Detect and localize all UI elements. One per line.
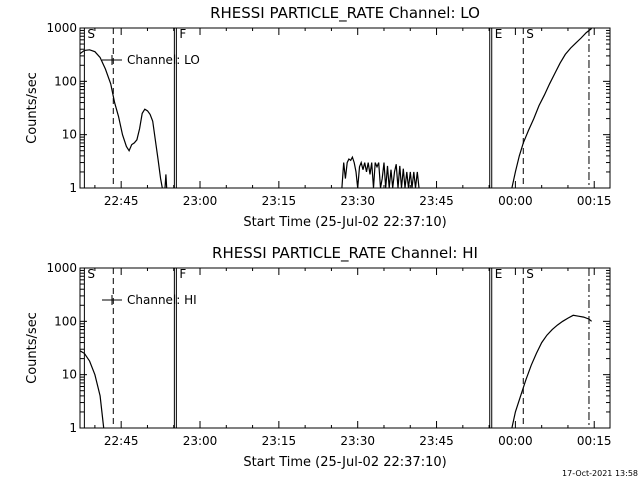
x-tick-label: 23:30 [340, 194, 375, 208]
y-axis-label: Counts/sec [25, 72, 40, 144]
x-tick-label: 00:15 [577, 434, 612, 448]
lo-channel-panel: RHESSI PARTICLE_RATE Channel: LO Start Ti… [25, 4, 612, 230]
chart-title: RHESSI PARTICLE_RATE Channel: LO [210, 4, 480, 23]
event-marker-label: S [526, 27, 534, 41]
data-series-line [341, 155, 420, 189]
event-marker-label: F [179, 27, 186, 41]
event-marker-label: F [179, 267, 186, 281]
y-tick-label: 1000 [46, 261, 77, 275]
x-axis-label: Start Time (25-Jul-02 22:37:10) [243, 455, 446, 470]
x-tick-label: 23:00 [183, 194, 218, 208]
hi-channel-panel: RHESSI PARTICLE_RATE Channel: HI Start Ti… [25, 244, 612, 470]
y-tick-label: 100 [54, 314, 77, 328]
x-tick-label: 23:00 [183, 434, 218, 448]
data-series-line [79, 350, 105, 429]
data-series-line [79, 49, 163, 189]
event-marker-label: S [87, 27, 95, 41]
x-tick-label: 23:45 [419, 194, 454, 208]
y-tick-label: 100 [54, 74, 77, 88]
event-marker-label: S [526, 267, 534, 281]
legend-label: Channel: HI [127, 293, 197, 307]
x-tick-label: 00:15 [577, 194, 612, 208]
y-tick-label: 1000 [46, 21, 77, 35]
plot-frame [79, 267, 611, 429]
y-tick-label: 1 [69, 421, 77, 435]
y-tick-label: 10 [62, 368, 77, 382]
footer-timestamp: 17-Oct-2021 13:58 [562, 469, 638, 478]
y-tick-label: 1 [69, 181, 77, 195]
plot-frame [79, 27, 611, 189]
y-tick-label: 10 [62, 128, 77, 142]
x-tick-label: 23:15 [262, 194, 297, 208]
x-tick-label: 23:15 [262, 434, 297, 448]
y-axis-label: Counts/sec [25, 312, 40, 384]
x-tick-label: 23:30 [340, 434, 375, 448]
data-series-line [511, 314, 592, 429]
chart-title: RHESSI PARTICLE_RATE Channel: HI [212, 244, 478, 263]
x-tick-label: 22:45 [104, 194, 139, 208]
data-series-line [164, 174, 168, 189]
x-tick-label: 23:45 [419, 434, 454, 448]
x-axis-label: Start Time (25-Jul-02 22:37:10) [243, 215, 446, 230]
legend-label: Channel: LO [127, 53, 200, 67]
event-marker-label: E [495, 27, 503, 41]
x-tick-label: 00:00 [498, 434, 533, 448]
event-marker-label: E [495, 267, 503, 281]
data-series-line [511, 28, 592, 189]
event-marker-label: S [87, 267, 95, 281]
x-tick-label: 22:45 [104, 434, 139, 448]
x-tick-label: 00:00 [498, 194, 533, 208]
